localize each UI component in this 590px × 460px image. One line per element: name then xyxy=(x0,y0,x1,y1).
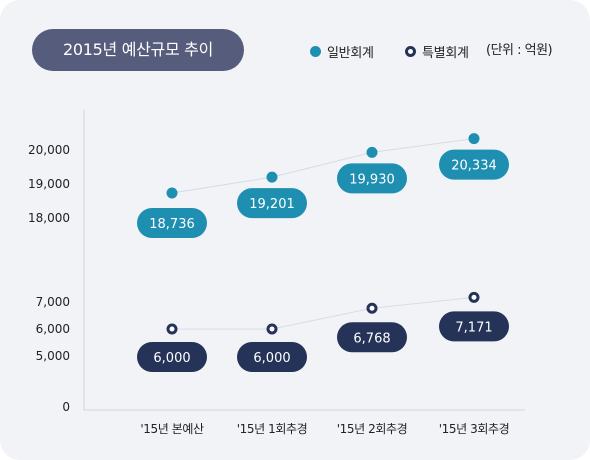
data-label-special: 7,171 xyxy=(455,320,492,335)
series-line-general xyxy=(171,138,475,194)
data-label-special: 6,000 xyxy=(153,351,190,366)
value-pill-general xyxy=(337,163,407,194)
data-point-general xyxy=(266,171,278,183)
series-line-special xyxy=(172,296,475,330)
data-point-general xyxy=(468,133,480,145)
legend-marker-general xyxy=(310,45,321,57)
data-label-general: 19,930 xyxy=(349,172,395,187)
data-point-general xyxy=(366,146,378,158)
legend-marker-special xyxy=(405,45,416,57)
unit-label: (단위 : 억원) xyxy=(486,43,553,58)
legend-label-special: 특별회계 xyxy=(422,45,469,61)
value-pill-special xyxy=(439,311,509,342)
y-tick-label: 6,000 xyxy=(36,322,70,336)
value-pill-general xyxy=(237,188,307,219)
data-label-general: 18,736 xyxy=(149,217,195,232)
x-tick-label: '15년 1회추경 xyxy=(237,422,308,436)
legend-general: 일반회계 xyxy=(310,41,374,61)
y-tick-label: 18,000 xyxy=(28,211,70,225)
y-tick-label: 5,000 xyxy=(36,349,70,363)
data-point-special xyxy=(366,302,378,314)
value-pill-general xyxy=(137,207,207,238)
y-tick-label: 0 xyxy=(62,400,70,414)
data-label-special: 6,768 xyxy=(353,331,390,346)
data-point-special xyxy=(266,323,278,335)
value-pill-special xyxy=(137,342,207,372)
y-tick-label: 20,000 xyxy=(28,143,70,157)
legend-special: 특별회계 xyxy=(405,41,469,61)
x-tick-label: '15년 3회추경 xyxy=(439,422,510,436)
value-pill-special xyxy=(237,342,307,372)
x-tick-label: '15년 2회추경 xyxy=(337,422,408,436)
y-tick-label: 7,000 xyxy=(36,295,70,309)
legend-label-general: 일반회계 xyxy=(327,45,374,61)
value-pill-general xyxy=(439,149,509,180)
data-label-special: 6,000 xyxy=(253,351,290,366)
data-point-special xyxy=(166,323,178,335)
data-label-general: 19,201 xyxy=(249,197,295,212)
data-point-general xyxy=(166,187,178,199)
x-tick-label: '15년 본예산 xyxy=(140,422,204,436)
value-pill-special xyxy=(337,322,407,353)
data-point-special xyxy=(468,291,480,303)
chart-title: 2015년 예산규모 추이 xyxy=(32,29,244,71)
data-label-general: 20,334 xyxy=(451,159,497,174)
y-tick-label: 19,000 xyxy=(28,177,70,191)
